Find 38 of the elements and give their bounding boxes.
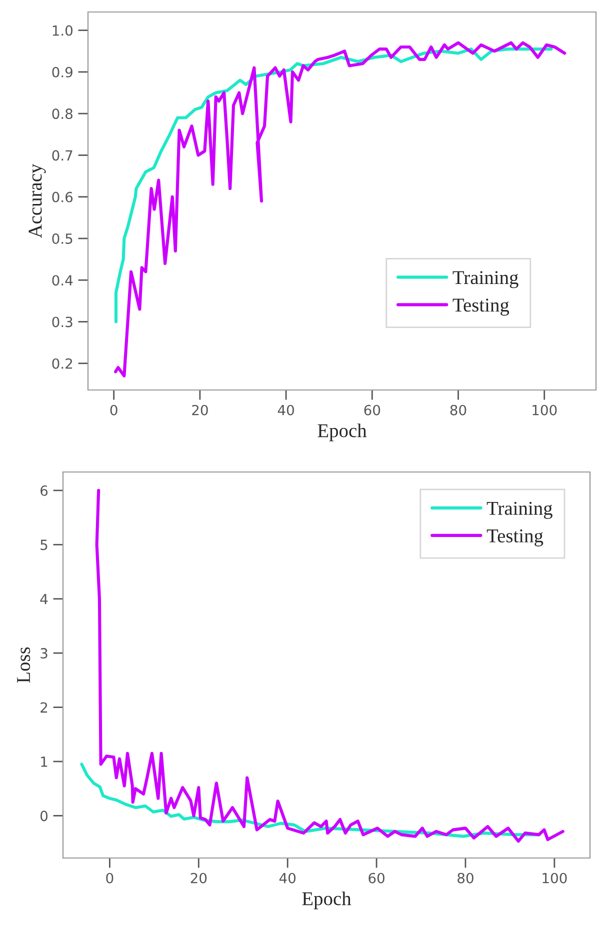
y-tick-label: 5 (40, 540, 48, 550)
x-tick-label: 60 (364, 404, 380, 416)
x-tick-label: 0 (110, 404, 118, 416)
x-tick-label: 40 (278, 404, 294, 416)
y-tick-label: 2 (40, 702, 48, 713)
y-tick-label: 0.8 (52, 108, 72, 120)
legend-label: Training (486, 502, 552, 519)
line-series (114, 41, 566, 378)
legend-label: Training (452, 271, 518, 288)
x-tick-label: 20 (192, 404, 208, 416)
y-tick-label: 1.0 (52, 25, 72, 36)
y-tick-label: 3 (40, 648, 48, 659)
legend-label: Testing (452, 298, 510, 316)
y-axis-title: Loss (17, 647, 30, 683)
y-tick-label: 0.7 (52, 150, 72, 161)
y-tick-label: 1 (41, 756, 48, 767)
x-axis-title: Epoch (318, 424, 367, 442)
y-tick-label: 6 (40, 485, 48, 496)
y-tick-label: 4 (40, 594, 48, 604)
y-tick-label: 0.2 (52, 358, 72, 369)
y-tick-label: 0.4 (52, 275, 73, 286)
y-tick-label: 0.3 (52, 316, 72, 328)
x-tick-label: 80 (450, 404, 466, 416)
x-tick-label: 40 (279, 872, 296, 884)
x-tick-label: 20 (190, 872, 207, 884)
y-tick-label: 0.5 (52, 233, 72, 244)
x-tick-label: 80 (458, 872, 474, 884)
y-tick-label: 0 (40, 810, 48, 822)
x-axis-title: Epoch (302, 892, 352, 910)
y-tick-label: 0.6 (52, 192, 73, 202)
x-tick-label: 100 (532, 404, 557, 416)
line-series (95, 488, 564, 843)
x-tick-label: 0 (106, 872, 114, 884)
x-tick-label: 100 (542, 872, 567, 884)
legend-label: Testing (486, 529, 544, 546)
y-tick-label: 0.9 (52, 66, 72, 78)
x-tick-label: 60 (368, 872, 384, 884)
y-axis-title: Accuracy (28, 164, 46, 238)
